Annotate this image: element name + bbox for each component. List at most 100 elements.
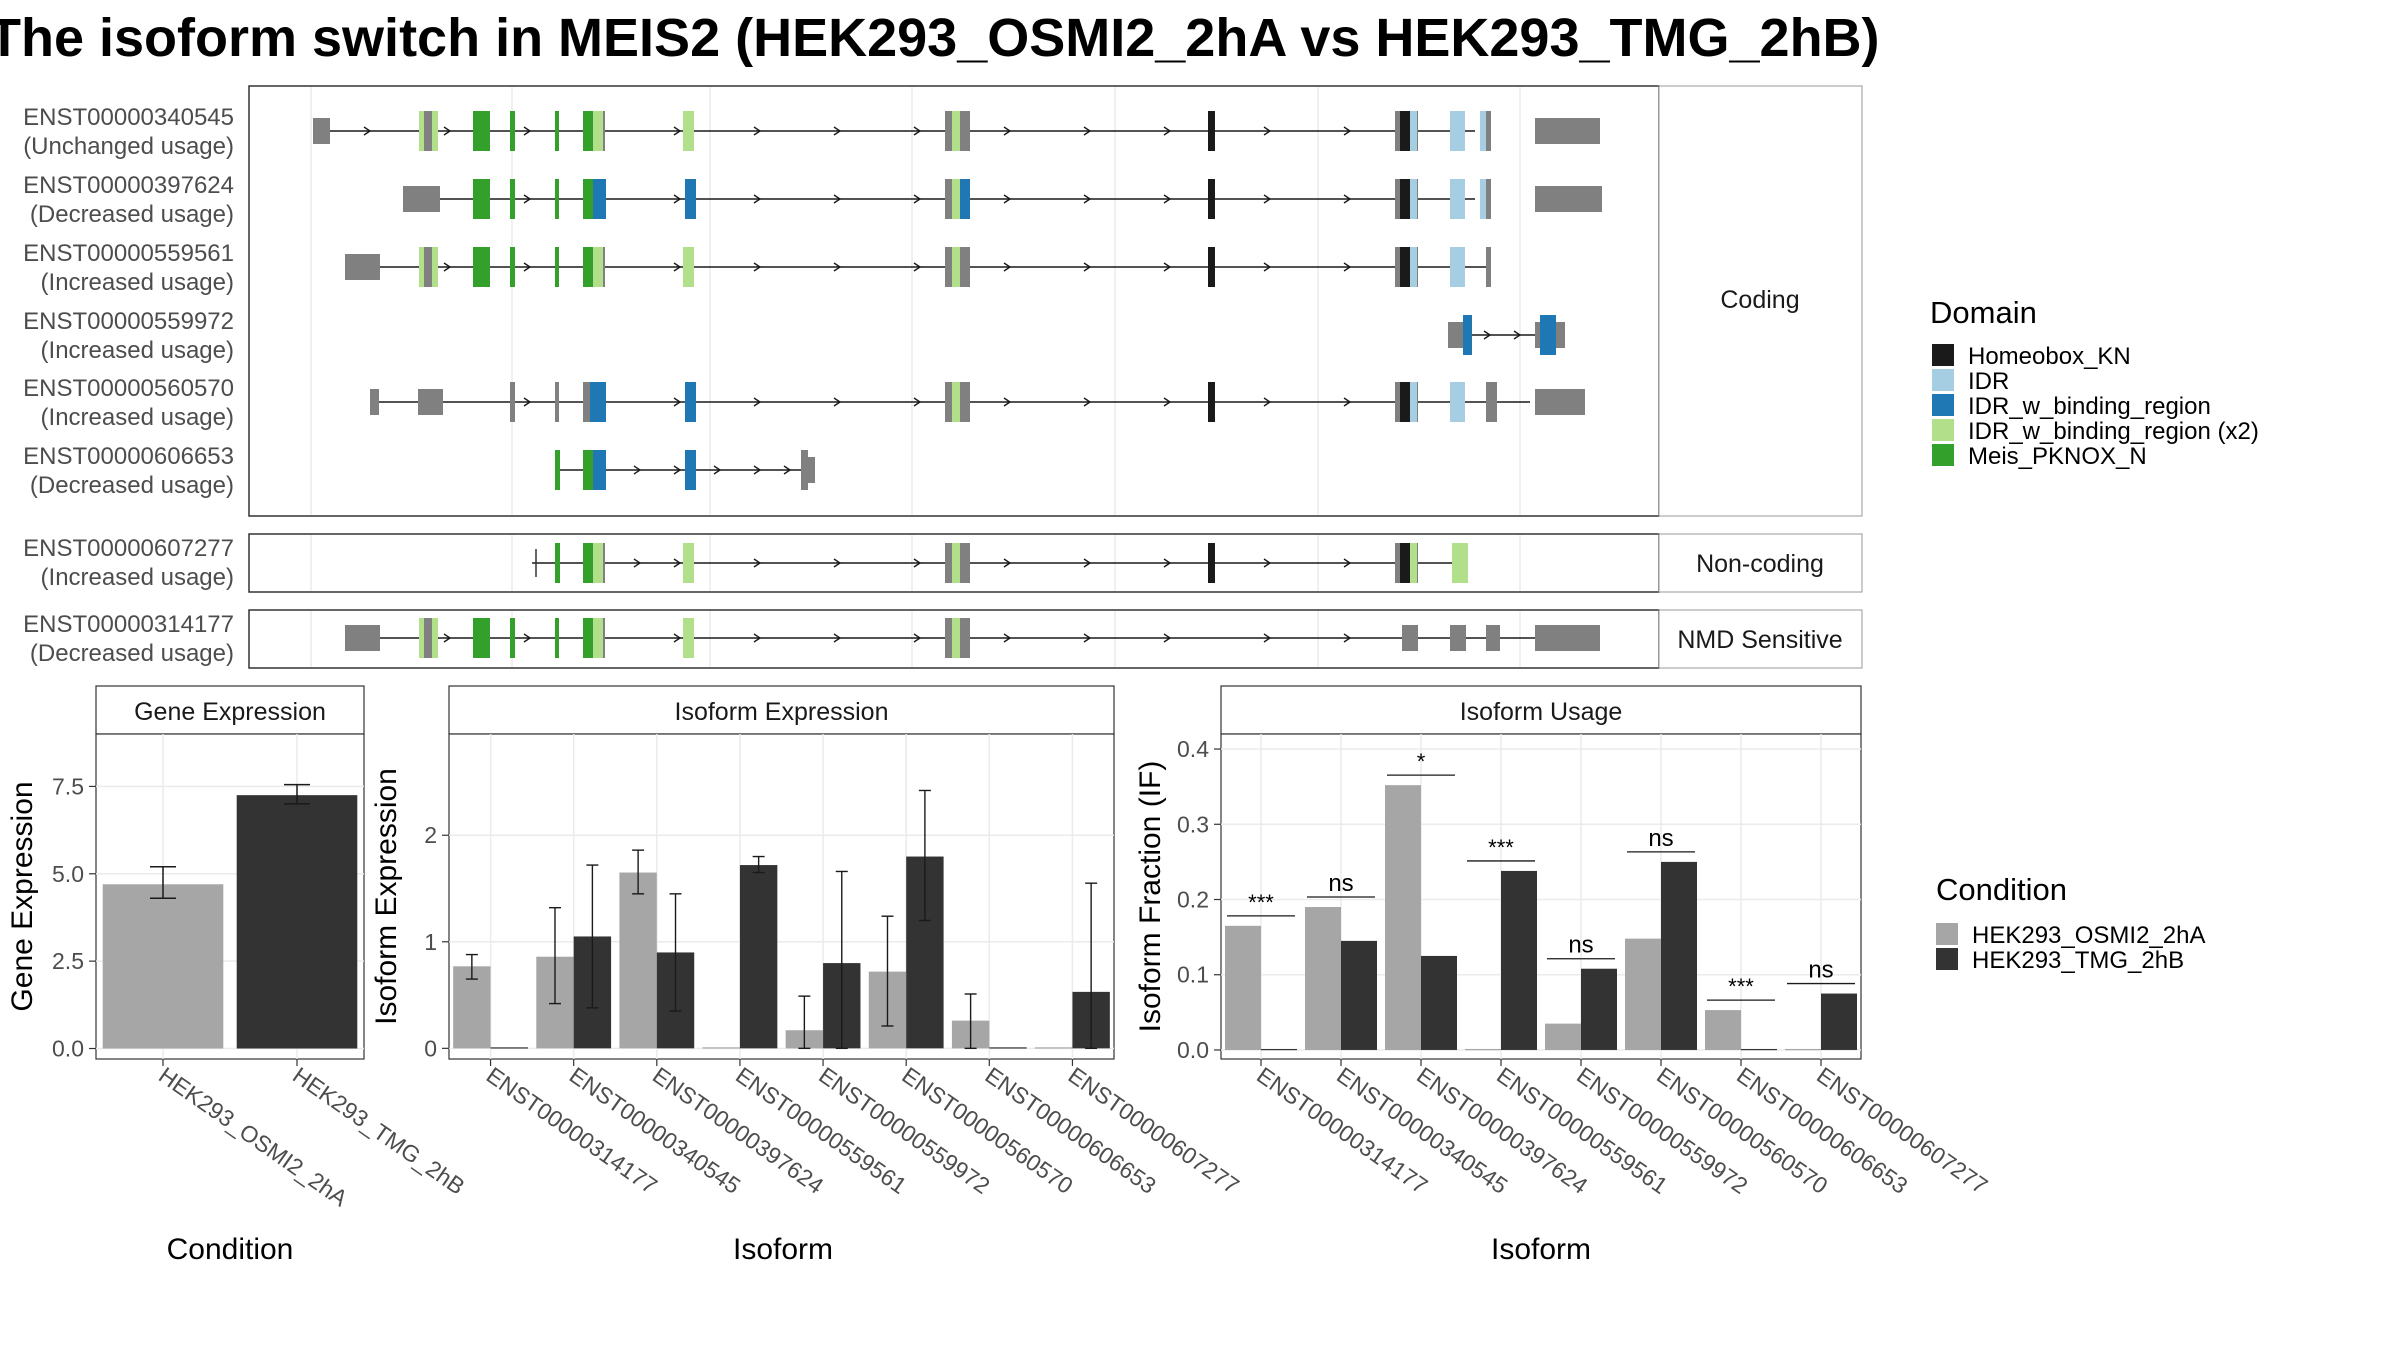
domain-block (473, 618, 478, 658)
significance-label: * (1417, 749, 1426, 774)
bar (1465, 1048, 1501, 1051)
strip-label-coding: Coding (1720, 286, 1799, 314)
domain-block (593, 247, 603, 287)
direction-arrow (713, 465, 722, 475)
strip-label-noncoding: Non-coding (1696, 550, 1824, 578)
bar (1261, 1048, 1297, 1051)
significance-label: *** (1488, 835, 1514, 860)
domain-block (583, 543, 593, 583)
domain-block (1400, 179, 1410, 219)
significance-label: ns (1808, 957, 1833, 984)
y-tick-label: 1 (424, 929, 437, 955)
bar (490, 1047, 528, 1049)
domain-legend-title: Domain (1930, 295, 2037, 330)
domain-block (593, 179, 606, 219)
domain-block (590, 382, 606, 422)
domain-block (960, 111, 970, 151)
direction-arrow (633, 465, 642, 475)
direction-arrow (1263, 397, 1272, 407)
x-axis-label: Isoform (733, 1233, 833, 1266)
domain-block (960, 618, 970, 658)
direction-arrow (1343, 194, 1352, 204)
direction-arrow (753, 465, 762, 475)
direction-arrow (913, 262, 922, 272)
domain-block (583, 247, 593, 287)
domain-block (1410, 179, 1417, 219)
direction-arrow (1163, 633, 1172, 643)
direction-arrow (913, 558, 922, 568)
domain-block (555, 450, 560, 490)
bar (989, 1047, 1027, 1049)
x-axis-label: Isoform (1491, 1233, 1591, 1266)
domain-block (1450, 179, 1465, 219)
exon (1535, 118, 1600, 144)
domain-block (1400, 543, 1410, 583)
panel-title: Gene Expression (134, 698, 326, 726)
y-tick-label: 0.0 (1177, 1037, 1209, 1063)
coding-strip (1658, 85, 1863, 517)
transcript-id-label: ENST00000340545 (23, 104, 234, 131)
domain-block (1410, 111, 1417, 151)
direction-arrow (673, 558, 682, 568)
figure-title: The isoform switch in MEIS2 (HEK293_OSMI… (0, 8, 1880, 68)
exon (1535, 186, 1602, 212)
legend-swatch-idr-binding-x2 (1932, 419, 1954, 441)
direction-arrow (1003, 194, 1012, 204)
domain-block (685, 179, 696, 219)
exon (1535, 625, 1600, 651)
domain-block (1208, 179, 1215, 219)
domain-block (432, 618, 438, 658)
bar (1421, 955, 1457, 1050)
domain-legend: Domain Homeobox_KN IDR IDR_w_binding_reg… (1930, 295, 2259, 470)
direction-arrow (1163, 194, 1172, 204)
direction-arrow (1083, 558, 1092, 568)
direction-arrow (833, 126, 842, 136)
direction-arrow (753, 558, 762, 568)
strip-label-nmd: NMD Sensitive (1677, 626, 1842, 654)
domain-block (1452, 543, 1468, 583)
direction-arrow (913, 397, 922, 407)
domain-block (593, 618, 603, 658)
y-tick-label: 0.2 (1177, 887, 1209, 913)
legend-label: HEK293_TMG_2hB (1972, 947, 2184, 974)
significance-label: *** (1728, 974, 1754, 999)
exon (1450, 625, 1466, 651)
transcript-id-label: ENST00000397624 (23, 172, 234, 199)
domain-block (952, 543, 960, 583)
domain-block (432, 247, 438, 287)
legend-swatch-idr-binding (1932, 394, 1954, 416)
direction-arrow (1003, 633, 1012, 643)
direction-arrow (1513, 330, 1522, 340)
direction-arrow (523, 397, 532, 407)
direction-arrow (1083, 397, 1092, 407)
direction-arrow (1003, 558, 1012, 568)
direction-arrow (833, 397, 842, 407)
significance-label: ns (1328, 870, 1353, 897)
condition-legend: Condition HEK293_OSMI2_2hA HEK293_TMG_2h… (1936, 872, 2205, 974)
domain-block (583, 179, 593, 219)
significance-label: ns (1568, 932, 1593, 959)
transcript-usage-label: (Increased usage) (41, 404, 234, 431)
panel-strip (1220, 685, 1862, 735)
domain-block (960, 382, 970, 422)
domain-block (583, 450, 593, 490)
direction-arrow (1343, 397, 1352, 407)
y-tick-label: 0.3 (1177, 811, 1209, 837)
direction-arrow (1003, 126, 1012, 136)
y-tick-label: 0 (424, 1035, 437, 1061)
exon (1486, 247, 1491, 287)
exon (1486, 179, 1491, 219)
exon (418, 389, 443, 415)
direction-arrow (913, 126, 922, 136)
bar (1741, 1048, 1777, 1051)
bar (1581, 968, 1617, 1050)
direction-arrow (633, 558, 642, 568)
transcript-usage-label: (Increased usage) (41, 337, 234, 364)
significance-label: ns (1648, 825, 1673, 852)
domain-block (1410, 543, 1417, 583)
bar (236, 795, 358, 1049)
legend-label: Homeobox_KN (1968, 343, 2131, 370)
bar (102, 884, 224, 1049)
x-axis-label: Condition (167, 1233, 294, 1266)
